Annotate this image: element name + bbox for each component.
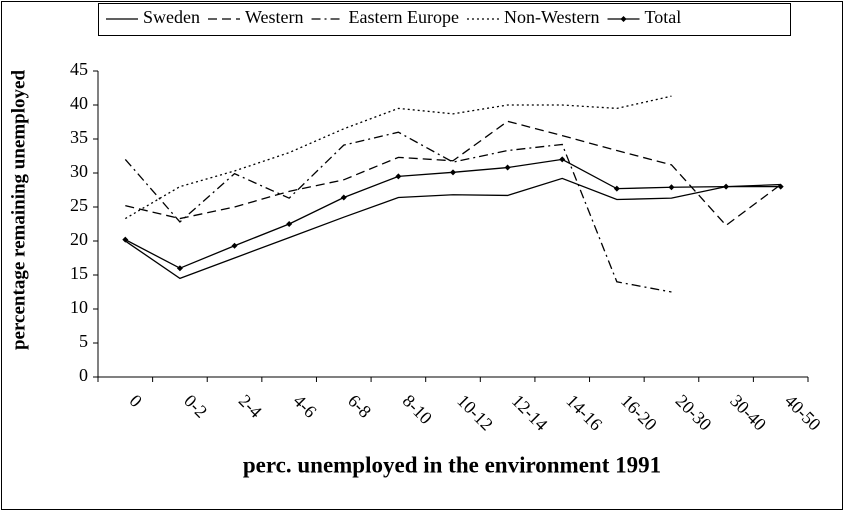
x-tick-label: 16-20	[617, 391, 661, 435]
y-tick-label: 35	[70, 127, 88, 147]
series-line	[124, 131, 672, 293]
legend-label: Eastern Europe	[349, 7, 459, 27]
x-tick-label: 14-16	[562, 391, 606, 435]
series-marker	[395, 173, 402, 180]
legend-marker	[620, 16, 627, 22]
series-line	[124, 177, 781, 280]
y-tick-label: 10	[70, 297, 88, 317]
series-marker	[176, 265, 183, 272]
x-tick-label: 40-50	[781, 391, 825, 435]
series-marker	[777, 183, 784, 190]
series-marker	[231, 242, 238, 249]
series-line	[125, 120, 782, 227]
series-marker	[668, 184, 675, 191]
series-marker	[504, 164, 511, 171]
series-marker	[450, 169, 456, 176]
series-marker	[286, 221, 293, 227]
y-tick-label: 20	[70, 229, 88, 249]
x-tick-label: 10-12	[453, 391, 497, 435]
legend-label: Western	[245, 7, 304, 27]
x-axis-title: perc. unemployed in the environment 1991	[243, 452, 661, 477]
series-marker	[122, 236, 129, 243]
x-tick-label: 20-30	[672, 391, 716, 435]
y-axis-title: percentage remaining unemployed	[8, 70, 29, 350]
y-tick-label: 5	[79, 331, 88, 351]
series-marker	[723, 183, 730, 190]
legend-label: Total	[645, 7, 682, 27]
x-tick-label: 8-10	[399, 391, 436, 428]
y-tick-label: 25	[70, 195, 88, 215]
series-marker	[613, 185, 620, 192]
legend-label: Sweden	[143, 7, 200, 27]
series-marker	[559, 156, 566, 163]
y-tick-label: 30	[70, 161, 88, 181]
x-tick-label: 0	[126, 391, 147, 412]
x-tick-label: 12-14	[508, 391, 552, 435]
x-tick-label: 6-8	[344, 391, 375, 422]
x-tick-label: 0-2	[180, 391, 211, 422]
legend-label: Non-Western	[504, 7, 600, 27]
y-tick-label: 45	[70, 59, 88, 79]
x-tick-label: 30-40	[726, 391, 770, 435]
series-marker	[340, 194, 347, 201]
x-tick-label: 2-4	[235, 391, 266, 422]
series-line	[125, 158, 781, 269]
series-line	[124, 95, 672, 220]
y-tick-label: 40	[70, 93, 88, 113]
x-tick-label: 4-6	[289, 391, 320, 422]
y-tick-label: 15	[70, 263, 88, 283]
y-tick-label: 0	[79, 365, 88, 385]
